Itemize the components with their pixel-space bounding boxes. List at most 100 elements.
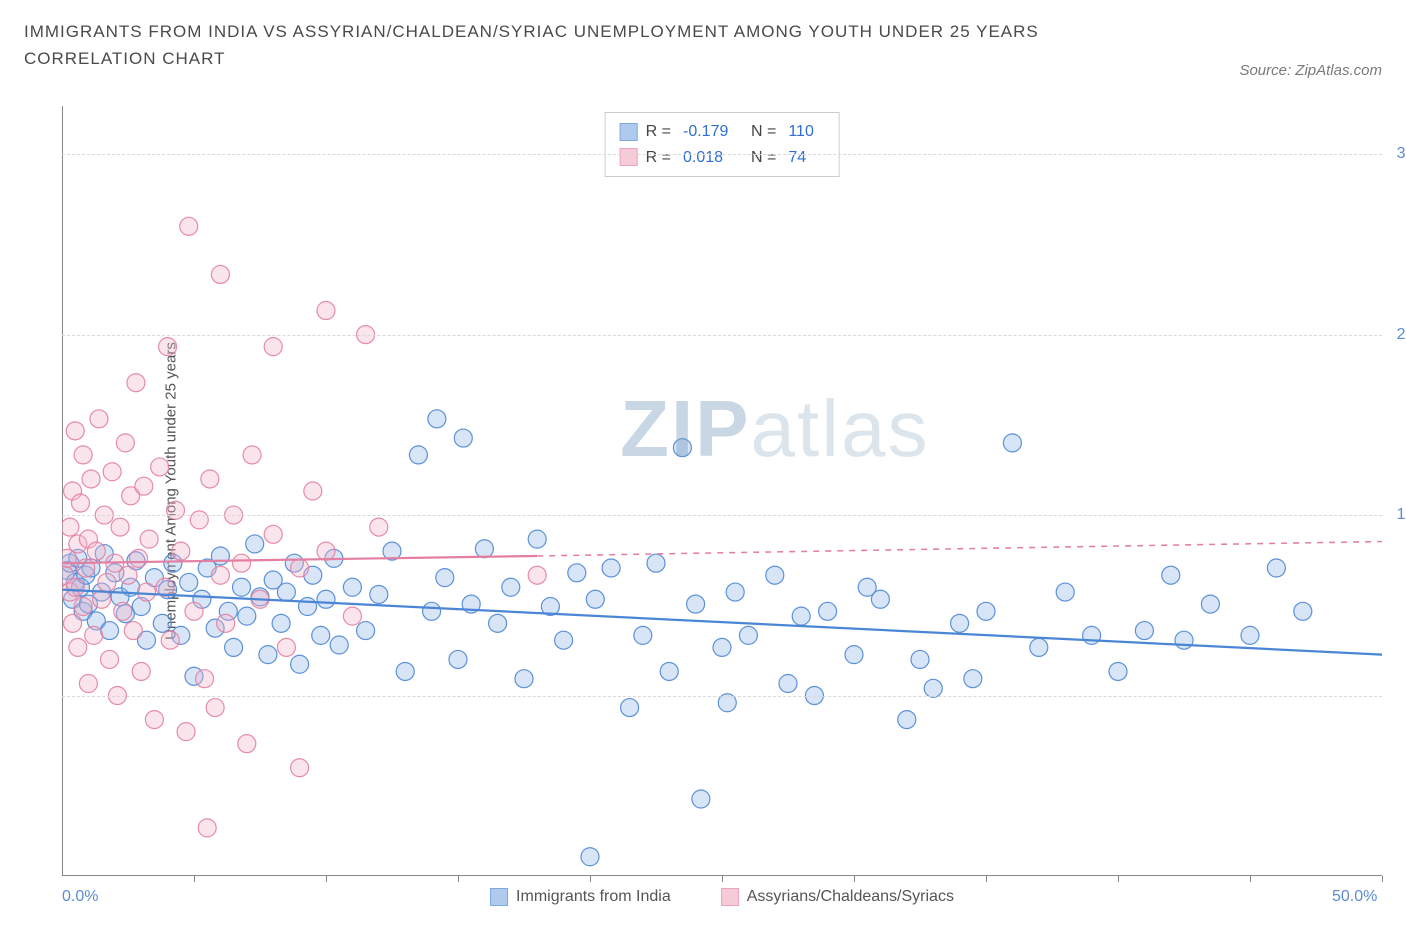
data-point-india: [568, 564, 586, 582]
data-point-india: [964, 670, 982, 688]
data-point-india: [581, 848, 599, 866]
data-point-assyrian: [87, 542, 105, 560]
series-swatch-assyrian: [721, 888, 739, 906]
chart-container: Unemployment Among Youth under 25 years …: [62, 106, 1382, 876]
x-tick: [1118, 876, 1119, 882]
data-point-assyrian: [528, 566, 546, 584]
data-point-assyrian: [206, 699, 224, 717]
data-point-assyrian: [185, 602, 203, 620]
data-point-india: [428, 410, 446, 428]
data-point-india: [726, 583, 744, 601]
data-point-assyrian: [124, 622, 142, 640]
data-point-assyrian: [69, 638, 87, 656]
data-point-india: [317, 590, 335, 608]
data-point-assyrian: [74, 598, 92, 616]
legend-r-prefix: R =: [646, 145, 671, 171]
data-point-india: [277, 583, 295, 601]
legend-r-prefix: R =: [646, 119, 671, 145]
data-point-india: [602, 559, 620, 577]
x-tick: [722, 876, 723, 882]
data-point-india: [272, 614, 290, 632]
data-point-assyrian: [304, 482, 322, 500]
x-tick: [458, 876, 459, 882]
x-tick: [1382, 876, 1383, 882]
data-point-assyrian: [130, 549, 148, 567]
data-point-india: [396, 662, 414, 680]
data-point-assyrian: [264, 525, 282, 543]
data-point-assyrian: [198, 819, 216, 837]
data-point-india: [475, 540, 493, 558]
data-point-assyrian: [264, 338, 282, 356]
data-point-india: [739, 626, 757, 644]
data-point-india: [1162, 566, 1180, 584]
legend-r-value-india: -0.179: [683, 119, 739, 145]
x-tick: [1250, 876, 1251, 882]
data-point-india: [692, 790, 710, 808]
data-point-assyrian: [317, 542, 335, 560]
chart-title: IMMIGRANTS FROM INDIA VS ASSYRIAN/CHALDE…: [24, 18, 1124, 72]
data-point-india: [647, 554, 665, 572]
y-tick-label: 15.0%: [1397, 506, 1406, 524]
y-tick-label: 22.5%: [1397, 326, 1406, 344]
data-point-assyrian: [277, 638, 295, 656]
series-legend-item-india: Immigrants from India: [490, 888, 671, 906]
data-point-assyrian: [135, 477, 153, 495]
data-point-assyrian: [90, 410, 108, 428]
trend-line-dashed-assyrian: [537, 542, 1382, 556]
legend-row-assyrian: R =0.018N =74: [620, 145, 825, 171]
data-point-assyrian: [317, 302, 335, 320]
data-point-india: [225, 638, 243, 656]
data-point-india: [259, 646, 277, 664]
data-point-assyrian: [201, 470, 219, 488]
data-point-india: [312, 626, 330, 644]
data-point-assyrian: [233, 554, 251, 572]
data-point-india: [1294, 602, 1312, 620]
correlation-legend: R =-0.179N =110R =0.018N =74: [605, 112, 840, 177]
data-point-assyrian: [177, 723, 195, 741]
data-point-assyrian: [211, 566, 229, 584]
data-point-india: [1109, 662, 1127, 680]
data-point-india: [1201, 595, 1219, 613]
data-point-india: [977, 602, 995, 620]
data-point-india: [233, 578, 251, 596]
data-point-india: [1003, 434, 1021, 452]
data-point-assyrian: [74, 446, 92, 464]
data-point-india: [673, 439, 691, 457]
data-point-india: [1135, 622, 1153, 640]
data-point-assyrian: [291, 759, 309, 777]
data-point-india: [1241, 626, 1259, 644]
scatter-svg: [62, 106, 1382, 876]
data-point-assyrian: [82, 470, 100, 488]
data-point-assyrian: [211, 265, 229, 283]
data-point-assyrian: [66, 422, 84, 440]
x-tick: [194, 876, 195, 882]
data-point-india: [502, 578, 520, 596]
data-point-india: [555, 631, 573, 649]
data-point-assyrian: [116, 434, 134, 452]
data-point-india: [343, 578, 361, 596]
data-point-assyrian: [370, 518, 388, 536]
legend-row-india: R =-0.179N =110: [620, 119, 825, 145]
data-point-india: [489, 614, 507, 632]
data-point-india: [454, 429, 472, 447]
data-point-assyrian: [172, 542, 190, 560]
data-point-assyrian: [140, 530, 158, 548]
data-point-assyrian: [343, 607, 361, 625]
data-point-assyrian: [62, 518, 79, 536]
data-point-india: [180, 573, 198, 591]
data-point-india: [1056, 583, 1074, 601]
data-point-india: [211, 547, 229, 565]
legend-n-prefix: N =: [751, 119, 776, 145]
data-point-india: [660, 662, 678, 680]
data-point-assyrian: [119, 566, 137, 584]
x-tick: [986, 876, 987, 882]
data-point-india: [238, 607, 256, 625]
data-point-india: [621, 699, 639, 717]
data-point-india: [515, 670, 533, 688]
data-point-india: [779, 675, 797, 693]
data-point-india: [246, 535, 264, 553]
plot-area: ZIPatlas R =-0.179N =110R =0.018N =74 7.…: [62, 106, 1382, 876]
series-name-india: Immigrants from India: [516, 888, 671, 906]
gridline: [62, 154, 1382, 155]
data-point-assyrian: [66, 578, 84, 596]
